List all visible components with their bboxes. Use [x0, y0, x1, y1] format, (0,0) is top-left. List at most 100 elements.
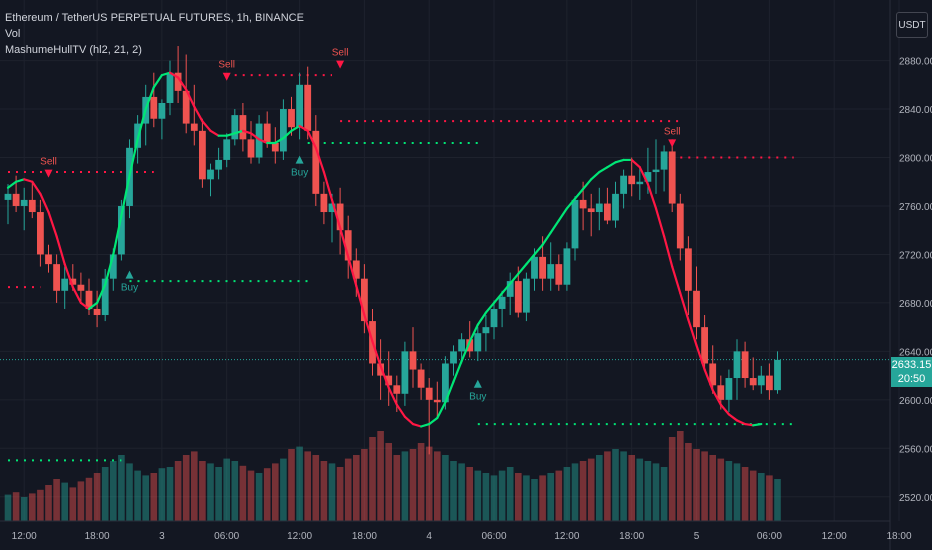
price-tick-label: 2560.00 — [899, 444, 932, 455]
hull-segment — [160, 71, 172, 77]
last-price-badge: 2633.15 20:50 — [891, 357, 932, 387]
candle-body — [417, 369, 425, 388]
signals: Sell Buy Sell Buy Sell Buy Sell — [40, 48, 680, 403]
candle-body — [247, 139, 255, 158]
volume-bar — [182, 455, 190, 521]
hull-segment — [55, 235, 66, 266]
volume-bar — [255, 473, 263, 521]
candle-body — [207, 169, 214, 180]
hull-segment — [177, 76, 188, 91]
hull-segment — [330, 198, 342, 229]
hull-segment — [614, 158, 625, 164]
hull-segment — [695, 344, 706, 371]
candle-body — [69, 278, 77, 285]
candle-body — [109, 254, 117, 279]
volume-bar — [571, 463, 579, 521]
volume-bar — [701, 451, 708, 521]
volume-bar — [93, 473, 101, 521]
volume-bar — [328, 463, 336, 521]
candle-body — [280, 109, 287, 152]
currency-button[interactable]: USDT — [896, 12, 928, 38]
hull-segment — [233, 129, 244, 135]
candle-body — [774, 359, 781, 391]
hull-segment — [492, 292, 504, 305]
candle-body — [409, 351, 417, 370]
volume-bar — [150, 473, 158, 521]
time-tick-label: 18:00 — [85, 531, 110, 542]
volume-bar — [733, 463, 741, 521]
candle-body — [166, 72, 174, 103]
candle-body — [182, 90, 190, 124]
candle-body — [361, 278, 368, 322]
candle-body — [531, 256, 538, 279]
price-tick-label: 2720.00 — [899, 250, 932, 261]
hull-segment — [671, 265, 682, 295]
hull-segment — [104, 253, 115, 286]
time-tick-label: 06:00 — [757, 531, 782, 542]
volume-bar — [482, 473, 490, 521]
volume-bar — [101, 467, 109, 521]
candle-body — [766, 375, 773, 391]
hull-segment — [719, 403, 731, 416]
volume-bar — [207, 463, 214, 521]
hull-segment — [249, 132, 261, 141]
volume-bar — [239, 465, 247, 521]
hull-segment — [225, 132, 236, 137]
candle-body — [490, 308, 498, 328]
hull-segment — [282, 129, 293, 140]
volume-bar — [596, 455, 603, 521]
candle-body — [336, 203, 344, 231]
indicator-label[interactable]: MashumeHullTV (hl2, 21, 2) — [5, 44, 142, 56]
hull-segment — [258, 138, 269, 145]
grid — [0, 0, 900, 521]
volume-bar — [263, 468, 271, 521]
volume-bar — [725, 461, 733, 521]
candle-body — [61, 278, 69, 291]
hull-segment — [112, 214, 123, 256]
hull-segment — [428, 416, 439, 426]
volume-bar — [587, 458, 595, 521]
volume-bar — [223, 458, 230, 521]
candle-body — [320, 193, 328, 213]
candle-body — [482, 327, 490, 334]
hull-segment — [549, 219, 560, 234]
hull-segment — [687, 318, 698, 347]
volume-bar — [506, 467, 514, 521]
hull-segment — [679, 292, 690, 321]
candle-body — [474, 333, 482, 352]
volume-bar — [660, 467, 668, 521]
time-tick-label: 3 — [159, 531, 165, 542]
volume-bar — [612, 449, 619, 521]
volume-bars — [4, 431, 781, 521]
price-tick-label: 2880.00 — [899, 57, 932, 68]
candle-body — [158, 102, 166, 119]
symbol-title[interactable]: Ethereum / TetherUS PERPETUAL FUTURES, 1… — [5, 12, 304, 24]
candle-body — [312, 130, 320, 194]
volume-bar — [304, 451, 311, 521]
candle-body — [741, 351, 749, 379]
volume-bar — [523, 475, 530, 521]
volume-bar — [677, 431, 684, 521]
hull-segment — [525, 253, 536, 266]
candle-body — [385, 375, 393, 386]
volume-bar — [652, 463, 660, 521]
volume-bar — [604, 451, 611, 521]
volume-label[interactable]: Vol — [5, 28, 21, 40]
hull-segment — [387, 386, 398, 406]
hull-segment — [6, 180, 18, 189]
hull-segment — [306, 129, 317, 149]
hull-segment — [557, 207, 569, 222]
candle-body — [4, 193, 12, 200]
volume-bar — [126, 463, 133, 521]
candle-body — [328, 203, 336, 213]
hull-segment — [501, 282, 512, 295]
hull-line — [6, 71, 763, 428]
candle-body — [401, 351, 409, 394]
volume-bar — [20, 497, 28, 521]
volume-bar — [717, 458, 725, 521]
chart-legend: Ethereum / TetherUS PERPETUAL FUTURES, 1… — [5, 10, 304, 58]
candle-body — [393, 385, 401, 394]
volume-bar — [741, 467, 749, 521]
sell-label: Sell — [40, 157, 57, 168]
